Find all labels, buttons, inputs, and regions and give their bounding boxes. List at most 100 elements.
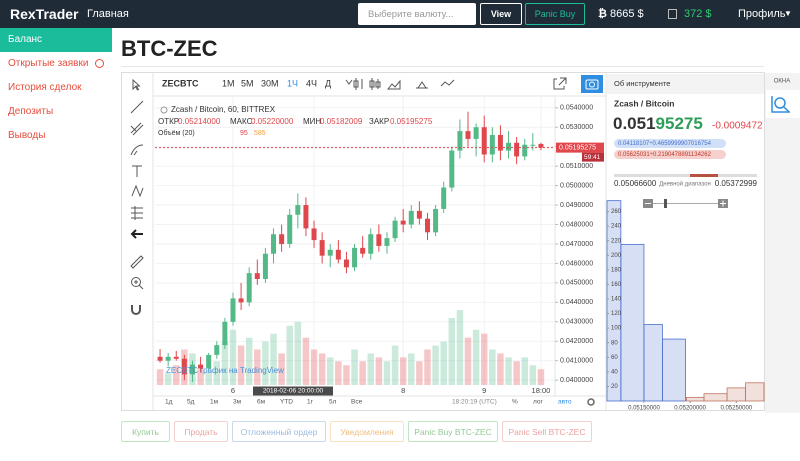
interval-button[interactable]: Д — [325, 78, 331, 88]
range-button[interactable]: 1д — [165, 399, 173, 406]
camera-icon — [585, 79, 599, 90]
brand[interactable]: RexTrader — [10, 6, 79, 22]
dropdown-icon[interactable] — [345, 79, 353, 85]
volume-bar — [318, 353, 326, 385]
symbol-label[interactable]: ZECBTC — [162, 78, 199, 88]
candle-body — [368, 234, 374, 254]
sidebar-item[interactable]: Открытые заявки — [0, 52, 112, 76]
side-tabs — [765, 73, 800, 413]
area-icon[interactable] — [386, 79, 401, 90]
pitchfork-tool[interactable] — [130, 122, 144, 136]
y-tick-label: 0.0480000 — [560, 221, 593, 228]
y-tick-label: 0.0410000 — [560, 358, 593, 365]
buy-button[interactable]: Купить — [121, 421, 170, 442]
volume-bar — [197, 369, 204, 385]
candle-body — [416, 210, 422, 219]
auto-toggle[interactable]: авто — [558, 399, 572, 406]
interval-button[interactable]: 1M — [222, 78, 235, 88]
side-tab-label[interactable]: ОКНА — [774, 79, 791, 85]
sidebar-item[interactable]: Выводы — [8, 130, 46, 141]
depth-y-tick-label: 120 — [611, 311, 622, 317]
range-button[interactable]: 1г — [307, 399, 314, 406]
indicators-icon[interactable] — [416, 81, 428, 89]
range-button[interactable]: 5л — [329, 399, 337, 406]
drawing-tools[interactable] — [130, 78, 144, 315]
y-tick-label: 0.0440000 — [560, 299, 593, 306]
search-icon-detail — [771, 96, 790, 113]
brush-tool[interactable] — [130, 144, 144, 156]
volume-bar — [399, 357, 407, 385]
bars-icon[interactable] — [353, 78, 363, 90]
view-button[interactable]: View — [480, 3, 522, 25]
depth-step — [662, 338, 686, 402]
navbar: RexTrader Главная Выберите валюту... Vie… — [0, 0, 800, 28]
back-tool[interactable] — [130, 229, 143, 239]
range-button[interactable]: 1м — [210, 399, 219, 406]
candle-body — [441, 187, 447, 209]
panel-header — [607, 74, 764, 94]
range-button[interactable]: YTD — [280, 399, 293, 406]
legend-title: Zcash / Bitcoin, 60, BITTREX — [171, 105, 276, 114]
y-tick-label: 0.0430000 — [560, 319, 593, 326]
interval-button[interactable]: 30M — [261, 78, 279, 88]
zoom-tool[interactable] — [131, 277, 141, 287]
candle-body — [408, 210, 414, 225]
range-button[interactable]: 6м — [257, 399, 266, 406]
interval-button[interactable]: 5M — [241, 78, 254, 88]
sell-button[interactable]: Продать — [174, 421, 228, 442]
range-button[interactable]: 3м — [233, 399, 242, 406]
compare-icon[interactable] — [440, 79, 455, 87]
log-toggle[interactable]: лог — [533, 399, 543, 406]
panic-buy-pair-button[interactable]: Panic Buy BTC-ZEC — [408, 421, 498, 442]
candle-body — [238, 298, 244, 303]
zoom-handle[interactable] — [664, 199, 667, 208]
depth-step — [686, 396, 705, 402]
trend-line-tool[interactable] — [130, 100, 144, 114]
fib-tool[interactable] — [131, 206, 143, 220]
interval-button-active[interactable]: 1Ч — [287, 78, 298, 88]
currency-search[interactable]: Выберите валюту... — [358, 3, 476, 25]
depth-y-tick-label: 200 — [611, 253, 622, 259]
candle-body — [311, 228, 317, 241]
y-tick-label: 0.0530000 — [560, 124, 593, 131]
candle-body — [449, 150, 455, 188]
legend-icon — [160, 106, 168, 114]
depth-x-tick-label: 0.05150000 — [628, 406, 660, 412]
interval-button[interactable]: 4Ч — [306, 78, 317, 88]
pending-order-button[interactable]: Отложенный ордер — [232, 421, 326, 442]
candle-body — [271, 234, 277, 254]
sidebar-item[interactable]: История сделок — [8, 82, 82, 93]
ruler-tool[interactable] — [130, 255, 144, 269]
help-icon — [95, 58, 105, 68]
candles-icon[interactable] — [369, 78, 381, 90]
other-balance: 372 $ — [684, 8, 712, 20]
nav-link[interactable]: Главная — [87, 8, 129, 20]
panic-buy-button[interactable]: Panic Buy — [525, 3, 585, 25]
text-tool[interactable] — [132, 165, 142, 177]
last-price-tag — [556, 142, 604, 153]
sidebar-item[interactable]: Депозиты — [8, 106, 54, 117]
volume-bar — [529, 365, 537, 385]
snapshot-button[interactable] — [581, 75, 603, 93]
depth-step — [643, 324, 663, 402]
range-button[interactable]: 5д — [187, 399, 195, 406]
btc-icon: ₿ — [598, 8, 607, 20]
pattern-tool[interactable] — [131, 184, 144, 198]
side-tab-active[interactable] — [766, 90, 800, 118]
percent-toggle[interactable]: % — [512, 399, 518, 406]
depth-y-tick-label: 60 — [611, 355, 618, 361]
volume-bar — [408, 353, 415, 385]
price-tail: 95275 — [656, 114, 703, 133]
profile-menu[interactable]: Профиль — [738, 8, 786, 20]
alerts-button[interactable]: Уведомления — [330, 421, 404, 442]
volume-bar — [254, 349, 261, 385]
candle-body — [343, 259, 349, 268]
panic-sell-pair-button[interactable]: Panic Sell BTC-ZEC — [502, 421, 592, 442]
magnet-tool[interactable] — [131, 305, 141, 315]
y-tick-label: 0.0450000 — [560, 280, 593, 287]
fullscreen-icon[interactable] — [553, 77, 567, 90]
sidebar-item-active[interactable]: Баланс — [0, 28, 112, 52]
range-button[interactable]: Все — [351, 399, 363, 406]
cursor-tool[interactable] — [132, 78, 141, 91]
settings-icon[interactable] — [587, 398, 595, 406]
